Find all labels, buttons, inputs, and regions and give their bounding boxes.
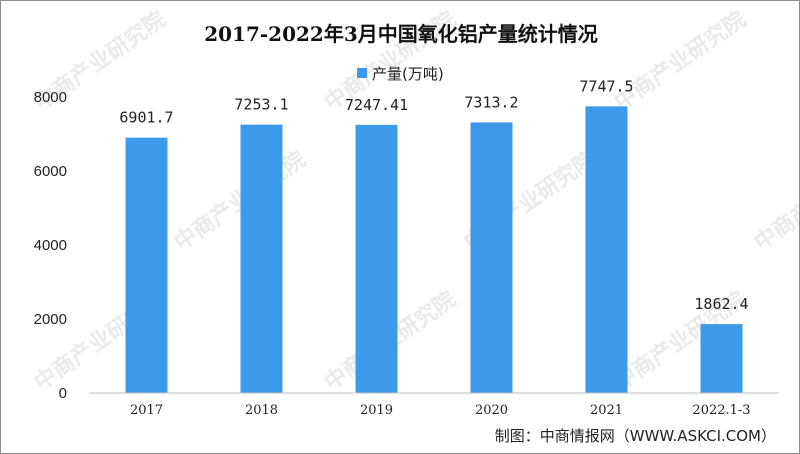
bar	[355, 124, 398, 394]
data-label: 7247.41	[345, 96, 408, 114]
watermark-text: 中商产业研究院	[610, 6, 751, 116]
y-tick-label: 0	[59, 385, 67, 402]
legend: 产量(万吨)	[357, 65, 444, 83]
y-axis: 0 2000 4000 6000 8000	[34, 89, 67, 402]
bar	[700, 324, 743, 393]
watermark-text: 中商产业研究院	[750, 146, 799, 256]
bar	[125, 137, 168, 393]
data-label: 6901.7	[119, 109, 173, 127]
legend-swatch	[357, 68, 367, 78]
x-tick-label: 2018	[245, 403, 278, 418]
data-labels: 6901.7 7253.1 7247.41 7313.2 7747.5 1862.4	[119, 77, 748, 313]
chart-title: 2017-2022年3月中国氧化铝产量统计情况	[204, 22, 598, 46]
bar	[470, 122, 513, 394]
x-tick-label: 2020	[475, 403, 508, 418]
y-tick-label: 8000	[34, 89, 67, 106]
y-tick-label: 6000	[34, 163, 67, 180]
x-tick-label: 2019	[360, 403, 393, 418]
data-label: 1862.4	[694, 295, 748, 313]
data-label: 7253.1	[234, 96, 288, 114]
bars	[125, 106, 743, 394]
legend-label: 产量(万吨)	[372, 65, 444, 83]
x-tick-label: 2022.1-3	[692, 403, 750, 418]
x-axis: 2017 2018 2019 2020 2021 2022.1-3	[89, 392, 779, 418]
y-tick-label: 2000	[34, 311, 67, 328]
watermark-text: 中商产业研究院	[170, 146, 311, 256]
x-tick-label: 2021	[590, 403, 623, 418]
data-label: 7747.5	[579, 77, 633, 95]
x-tick-label: 2017	[130, 403, 163, 418]
source-note: 制图：中商情报网（WWW.ASKCI.COM）	[495, 427, 776, 445]
bar	[240, 124, 283, 393]
data-label: 7313.2	[464, 93, 518, 111]
y-tick-label: 4000	[34, 237, 67, 254]
bar	[585, 106, 628, 393]
